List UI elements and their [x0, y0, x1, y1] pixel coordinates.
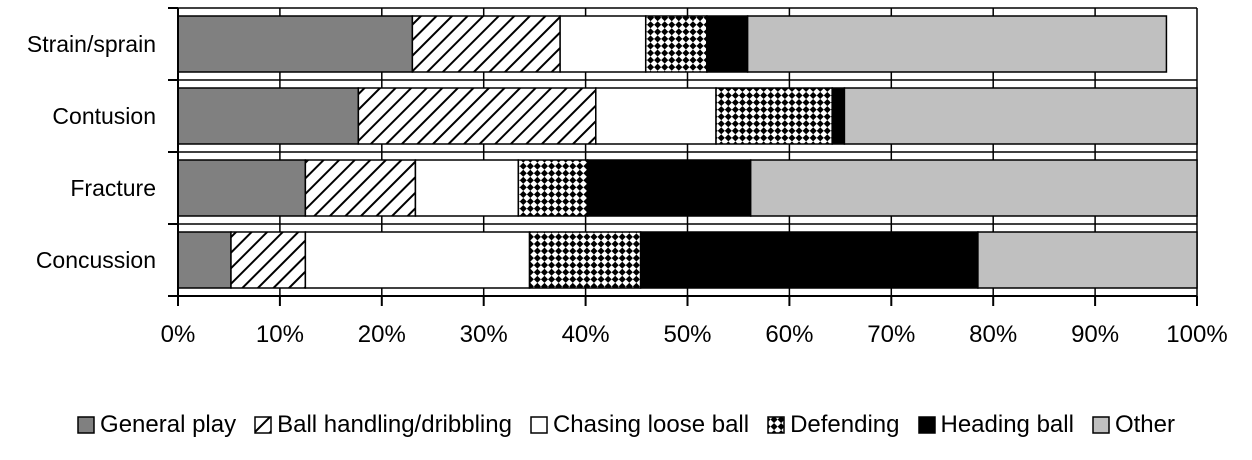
x-tick-label: 0%: [161, 321, 196, 348]
bar-segment: [411, 15, 561, 73]
x-tick-label: 20%: [358, 321, 406, 348]
legend-label: Other: [1114, 411, 1175, 438]
bar-segment: [746, 15, 1168, 73]
bar-segment: [977, 231, 1198, 289]
legend-swatch: [530, 416, 548, 434]
bar-segment: [559, 15, 647, 73]
x-tick-label: 40%: [562, 321, 610, 348]
bar-segment: [177, 87, 360, 145]
legend-label: General play: [100, 411, 237, 438]
bar-segment: [517, 159, 589, 217]
legend-label: Chasing loose ball: [552, 411, 750, 438]
x-tick-label: 70%: [867, 321, 915, 348]
x-tick-label: 60%: [765, 321, 813, 348]
bar-segment: [414, 159, 520, 217]
bar-segment: [230, 231, 307, 289]
category-label: Contusion: [52, 103, 156, 129]
bar-segment: [595, 87, 717, 145]
legend-item: General play: [77, 411, 236, 439]
stacked-bar-chart: Strain/sprain Contusion Fracture Concussion…: [27, 7, 1228, 348]
x-tick-label: 90%: [1071, 321, 1119, 348]
bar-segment: [304, 159, 417, 217]
category-label: Strain/sprain: [27, 31, 156, 57]
bar-segment: [177, 159, 307, 217]
bar-segment: [586, 159, 752, 217]
bar-segment: [639, 231, 979, 289]
legend-swatch: [77, 416, 95, 434]
bar-segment: [831, 87, 846, 145]
legend-swatch: [767, 416, 785, 434]
bars: [177, 15, 1198, 289]
legend-item: Defending: [767, 411, 900, 439]
legend-swatch: [254, 416, 272, 434]
legend-swatch: [1092, 416, 1110, 434]
legend: General play Ball handling/dribbling Chasi…: [0, 402, 1252, 448]
bar-segment: [706, 15, 749, 73]
legend-item: Heading ball: [917, 411, 1074, 439]
bar-segment: [304, 231, 531, 289]
x-tick-label: 80%: [969, 321, 1017, 348]
bar-segment: [177, 15, 414, 73]
x-tick-label: 10%: [256, 321, 304, 348]
bar-segment: [177, 231, 232, 289]
bar-segment: [749, 159, 1198, 217]
legend-label: Ball handling/dribbling: [277, 411, 512, 438]
bar-segment: [843, 87, 1198, 145]
legend-label: Heading ball: [940, 411, 1074, 438]
x-tick-label: 30%: [460, 321, 508, 348]
legend-item: Other: [1092, 411, 1175, 439]
tick-labels: Strain/sprain Contusion Fracture Concussion…: [27, 31, 1228, 348]
x-tick-label: 50%: [663, 321, 711, 348]
bar-segment: [357, 87, 597, 145]
legend-label: Defending: [790, 411, 900, 438]
category-label: Fracture: [70, 175, 156, 201]
x-tick-label: 100%: [1166, 321, 1227, 348]
category-label: Concussion: [36, 247, 156, 273]
legend-item: Chasing loose ball: [530, 411, 749, 439]
bar-segment: [528, 231, 642, 289]
axes: [168, 7, 1198, 306]
legend-item: Ball handling/dribbling: [254, 411, 512, 439]
legend-swatch: [917, 416, 936, 434]
bar-segment: [715, 87, 833, 145]
bar-segment: [644, 15, 708, 73]
